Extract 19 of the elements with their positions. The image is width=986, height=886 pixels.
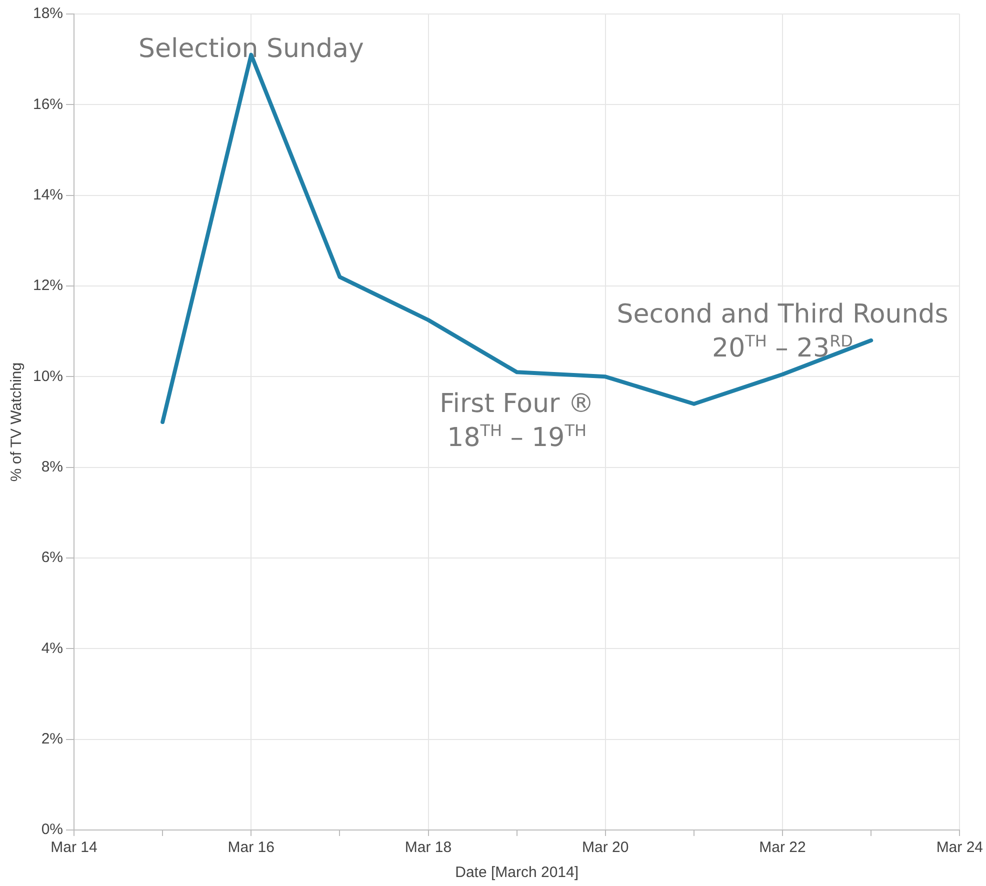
x-tick-label: Mar 22 [759, 839, 806, 856]
y-tick-label: 16% [32, 96, 64, 113]
x-axis-title: Date [March 2014] [455, 864, 579, 882]
y-tick-label: 10% [32, 368, 64, 385]
y-axis-title: % of TV Watching [8, 362, 26, 482]
x-tick-label: Mar 20 [582, 839, 629, 856]
y-tick-label: 12% [32, 277, 64, 294]
x-tick-label: Mar 16 [228, 839, 274, 856]
y-tick-label: 18% [32, 5, 64, 22]
y-tick-label: 6% [41, 549, 64, 566]
y-tick-label: 4% [41, 640, 64, 657]
annotation: Selection Sunday [138, 34, 364, 64]
x-tick-label: Mar 14 [50, 839, 98, 856]
y-tick-label: 0% [41, 821, 64, 838]
y-tick-label: 14% [32, 186, 64, 204]
y-tick-label: 2% [41, 730, 64, 748]
y-tick-label: 8% [41, 458, 64, 476]
x-tick-label: Mar 18 [404, 839, 452, 856]
x-tick-label: Mar 24 [936, 839, 983, 856]
